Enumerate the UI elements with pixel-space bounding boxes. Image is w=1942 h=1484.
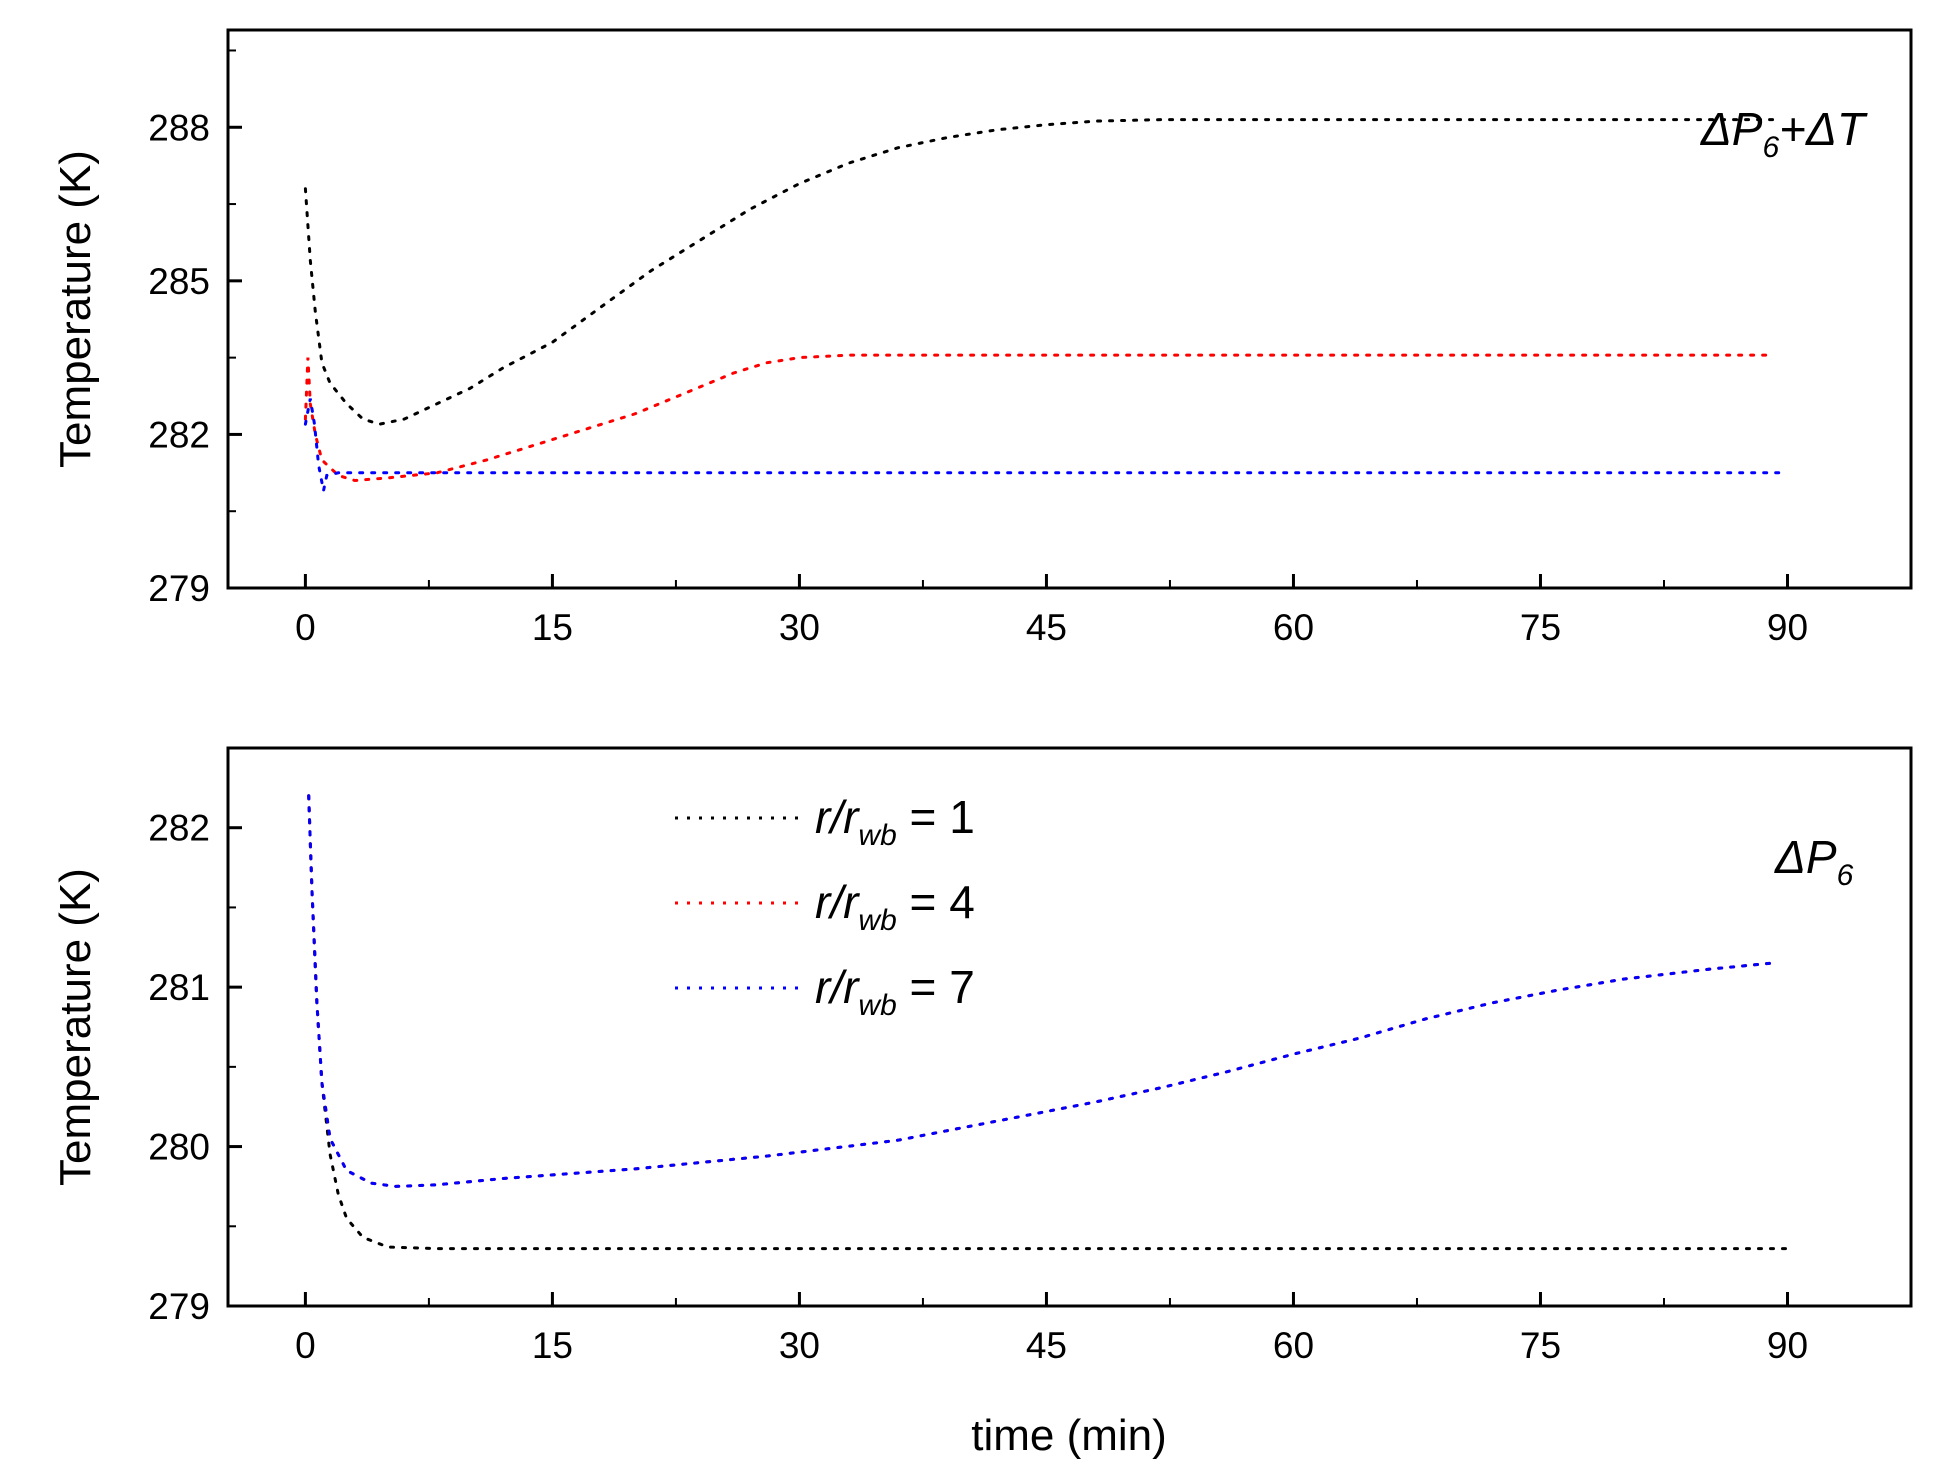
- legend-1-suffix: = 1: [897, 791, 975, 843]
- y-tick-label-bottom: 282: [148, 808, 210, 849]
- bottom-axis-ticks: 0 15 30 45 60 75 90 279 280 281 282: [148, 808, 1808, 1366]
- top-plot-frame: [226, 28, 1913, 590]
- top-annot-t: T: [1837, 103, 1868, 155]
- series-line-bottom-1: [307, 794, 1789, 1251]
- legend-1-sub: wb: [858, 819, 896, 852]
- y-tick-label-bottom: 280: [148, 1127, 210, 1168]
- bottom-annot-sub: 6: [1837, 859, 1854, 892]
- top-annot-sub: 6: [1762, 131, 1779, 164]
- bottom-series-group: [307, 794, 1789, 1251]
- y-tick-label-bottom: 281: [148, 967, 210, 1008]
- x-tick-label-top: 15: [532, 607, 573, 648]
- top-panel: 0 15 30 45 60 75 90 279 282 285 288 Temperature (K…: [51, 28, 1913, 648]
- legend-3-prefix: r/r: [815, 961, 860, 1013]
- legend-2-sub: wb: [858, 904, 896, 937]
- x-tick-label-bottom: 90: [1767, 1325, 1808, 1366]
- y-tick-label-bottom: 279: [148, 1286, 210, 1327]
- legend-2-prefix: r/r: [815, 876, 860, 928]
- series-line-bottom-3: [307, 794, 1773, 1188]
- x-axis-title: time (min): [971, 1411, 1167, 1460]
- series-line-top-1: [303, 118, 1781, 426]
- x-tick-label-bottom: 75: [1520, 1325, 1561, 1366]
- legend-2-suffix: = 4: [897, 876, 975, 928]
- legend-entry: r/rwb = 4: [675, 876, 975, 937]
- legend-3-sub: wb: [858, 989, 896, 1022]
- legend-1-prefix: r/r: [815, 791, 860, 843]
- bottom-annot-delta1: Δ: [1774, 831, 1806, 883]
- x-tick-label-top: 30: [779, 607, 820, 648]
- x-tick-label-bottom: 15: [532, 1325, 573, 1366]
- y-tick-label-top: 279: [148, 568, 210, 609]
- legend-label-1: r/rwb = 1: [815, 791, 975, 852]
- legend: r/rwb = 1 r/rwb = 4 r/rwb = 7: [675, 791, 975, 1022]
- y-tick-label-top: 285: [148, 261, 210, 302]
- series-line-top-2: [303, 353, 1773, 483]
- x-tick-label-bottom: 0: [295, 1325, 316, 1366]
- legend-3-suffix: = 7: [897, 961, 975, 1013]
- top-axis-ticks: 0 15 30 45 60 75 90 279 282 285 288: [148, 49, 1808, 648]
- top-annot-delta2: Δ: [1805, 103, 1837, 155]
- series-line-top-3: [303, 398, 1789, 492]
- x-tick-label-top: 60: [1273, 607, 1314, 648]
- top-annot-p: P: [1732, 103, 1763, 155]
- x-tick-label-top: 90: [1767, 607, 1808, 648]
- bottom-annot-p: P: [1806, 831, 1837, 883]
- top-annot-delta1: Δ: [1700, 103, 1732, 155]
- bottom-plot-frame: [226, 746, 1913, 1308]
- x-tick-label-bottom: 45: [1026, 1325, 1067, 1366]
- top-panel-annotation: ΔP6+ΔT: [1700, 103, 1868, 164]
- top-y-axis-title: Temperature (K): [51, 150, 100, 468]
- y-tick-label-top: 282: [148, 414, 210, 455]
- bottom-y-axis-title: Temperature (K): [51, 868, 100, 1186]
- x-tick-label-top: 45: [1026, 607, 1067, 648]
- legend-label-2: r/rwb = 4: [815, 876, 975, 937]
- y-tick-label-top: 288: [148, 107, 210, 148]
- legend-entry: r/rwb = 1: [675, 791, 975, 852]
- top-annot-plus: +: [1779, 103, 1806, 155]
- x-tick-label-bottom: 30: [779, 1325, 820, 1366]
- x-tick-label-top: 75: [1520, 607, 1561, 648]
- top-series-group: [303, 118, 1789, 492]
- x-tick-label-bottom: 60: [1273, 1325, 1314, 1366]
- legend-entry: r/rwb = 7: [675, 961, 975, 1022]
- bottom-panel-annotation: ΔP6: [1774, 831, 1854, 892]
- bottom-panel: 0 15 30 45 60 75 90 279 280 281 282 Temperature (K…: [51, 746, 1913, 1460]
- legend-label-3: r/rwb = 7: [815, 961, 975, 1022]
- x-tick-label-top: 0: [295, 607, 316, 648]
